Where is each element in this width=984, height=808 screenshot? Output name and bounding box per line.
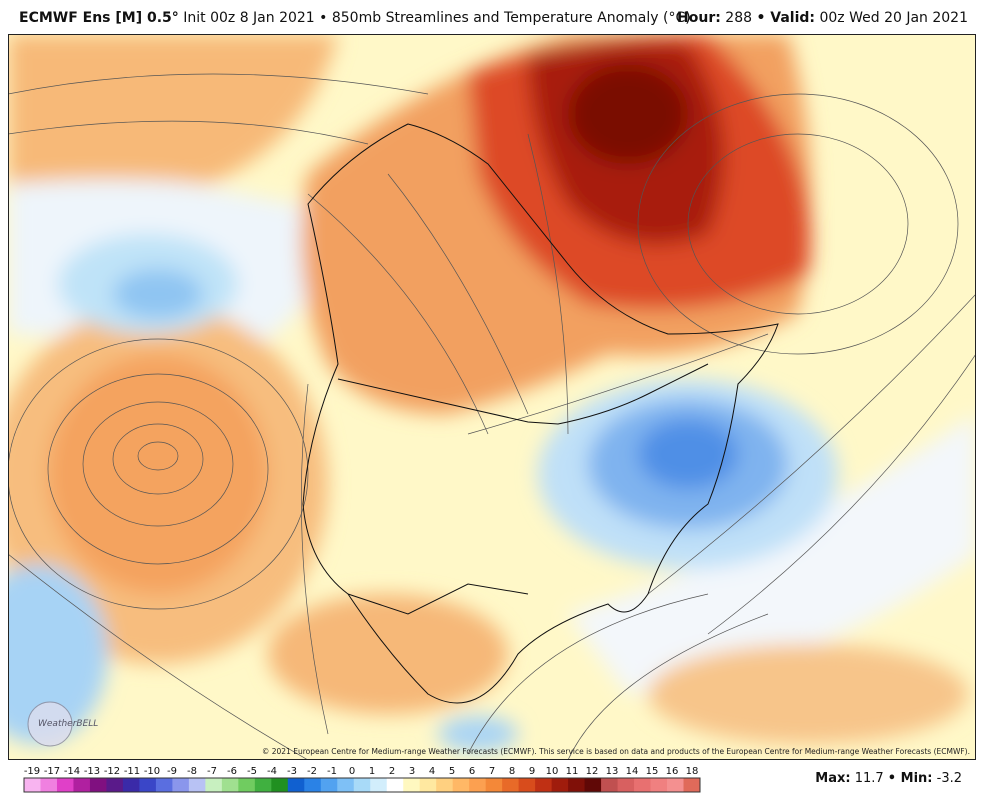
colorbar-cell	[502, 778, 520, 792]
colorbar-label: 3	[409, 766, 415, 777]
colorbar-cell	[667, 778, 685, 792]
colorbar-cell	[518, 778, 536, 792]
colorbar-label: -7	[207, 766, 217, 777]
min-label: • Min:	[887, 771, 933, 786]
colorbar-cell	[617, 778, 635, 792]
colorbar-cell	[89, 778, 107, 792]
min: -3.2	[936, 771, 962, 786]
colorbar-label: 8	[509, 766, 515, 777]
colorbar-cell	[221, 778, 239, 792]
colorbar-label: 18	[686, 766, 699, 777]
colorbar-cell	[139, 778, 157, 792]
colorbar-cell	[485, 778, 503, 792]
colorbar-cell	[320, 778, 338, 792]
colorbar-label: -4	[267, 766, 277, 777]
colorbar-cell	[419, 778, 437, 792]
colorbar-label: 10	[546, 766, 559, 777]
colorbar-cell	[238, 778, 256, 792]
colorbar-cell	[304, 778, 322, 792]
colorbar-cell	[205, 778, 223, 792]
colorbar-label: -12	[104, 766, 120, 777]
colorbar-label: 6	[469, 766, 475, 777]
colorbar-label: 4	[429, 766, 435, 777]
colorbar-cell	[452, 778, 470, 792]
colorbar-label: 11	[566, 766, 579, 777]
colorbar-cell	[403, 778, 421, 792]
coastlines	[302, 123, 779, 704]
colorbar-label: -8	[187, 766, 197, 777]
colorbar-cell	[370, 778, 388, 792]
colorbar-label: 15	[646, 766, 659, 777]
colorbar-cell	[683, 778, 701, 792]
colorbar-cell	[254, 778, 272, 792]
colorbar-label: -10	[144, 766, 160, 777]
footer: Max: 11.7 • Min: -3.2	[815, 771, 962, 786]
colorbar-cell	[56, 778, 74, 792]
map: WeatherBELL © 2021 European Centre for M…	[8, 34, 976, 760]
colorbar-label: -6	[227, 766, 237, 777]
colorbar-cell	[122, 778, 140, 792]
valid: 00z Wed 20 Jan 2021	[819, 10, 968, 26]
model: ECMWF Ens [M] 0.5°	[19, 10, 179, 26]
colorbar-label: 5	[449, 766, 455, 777]
colorbar-label: -14	[64, 766, 80, 777]
colorbar-cell	[436, 778, 454, 792]
colorbar-cell	[106, 778, 124, 792]
colorbar-cell	[551, 778, 569, 792]
header-right: Hour: 288 • Valid: 00z Wed 20 Jan 2021	[677, 10, 968, 26]
logo-text: WeatherBELL	[38, 719, 98, 729]
colorbar-label: 7	[489, 766, 495, 777]
colorbar-cell	[73, 778, 91, 792]
init: Init 00z 8 Jan 2021 • 850mb Streamlines …	[183, 10, 691, 26]
colorbar-cell	[353, 778, 371, 792]
colorbar-label: 14	[626, 766, 639, 777]
colorbar-label: 1	[369, 766, 375, 777]
colorbar-cell	[40, 778, 58, 792]
colorbar-cell	[172, 778, 190, 792]
colorbar-label: -2	[307, 766, 317, 777]
colorbar-cell	[24, 778, 41, 792]
colorbar-label: 16	[666, 766, 679, 777]
colorbar-label: 9	[529, 766, 535, 777]
max-label: Max:	[815, 771, 851, 786]
hour: 288	[725, 10, 753, 26]
colorbar-cell	[584, 778, 602, 792]
colorbar: -19 -17 -14 -13 -12 -11 -10 -9 -8 -7 -6 -5 -4 -3 -2 -1 0…	[23, 766, 701, 793]
anomaly-field: WeatherBELL © 2021 European Centre for M…	[8, 34, 976, 760]
colorbar-label: 2	[389, 766, 395, 777]
colorbar-label: -19	[24, 766, 40, 777]
max: 11.7	[854, 771, 884, 786]
colorbar-cell	[568, 778, 586, 792]
colorbar-label: -11	[124, 766, 140, 777]
colorbar-cell	[271, 778, 289, 792]
colorbar-cell	[188, 778, 206, 792]
colorbar-label: -9	[167, 766, 177, 777]
colorbar-cell	[155, 778, 173, 792]
colorbar-label: -1	[327, 766, 337, 777]
hour-label: Hour:	[677, 10, 721, 26]
colorbar-label: 12	[586, 766, 599, 777]
header-left: ECMWF Ens [M] 0.5° Init 00z 8 Jan 2021 •…	[19, 10, 691, 26]
colorbar-label: 13	[606, 766, 619, 777]
colorbar-label: -17	[44, 766, 60, 777]
colorbar-cell	[287, 778, 305, 792]
colorbar-cell	[634, 778, 652, 792]
logo: WeatherBELL	[27, 701, 98, 747]
streamlines	[8, 73, 976, 760]
colorbar-label: -13	[84, 766, 100, 777]
colorbar-cell	[535, 778, 553, 792]
colorbar-label: -5	[247, 766, 257, 777]
colorbar-cell	[650, 778, 668, 792]
valid-label: • Valid:	[756, 10, 816, 26]
colorbar-frame	[23, 777, 701, 793]
colorbar-cell	[337, 778, 355, 792]
colorbar-label: -3	[287, 766, 297, 777]
colorbar-cell	[601, 778, 619, 792]
colorbar-cell	[386, 778, 404, 792]
colorbar-cell	[469, 778, 487, 792]
copyright: © 2021 European Centre for Medium-range …	[262, 747, 970, 756]
colorbar-label: 0	[349, 766, 355, 777]
